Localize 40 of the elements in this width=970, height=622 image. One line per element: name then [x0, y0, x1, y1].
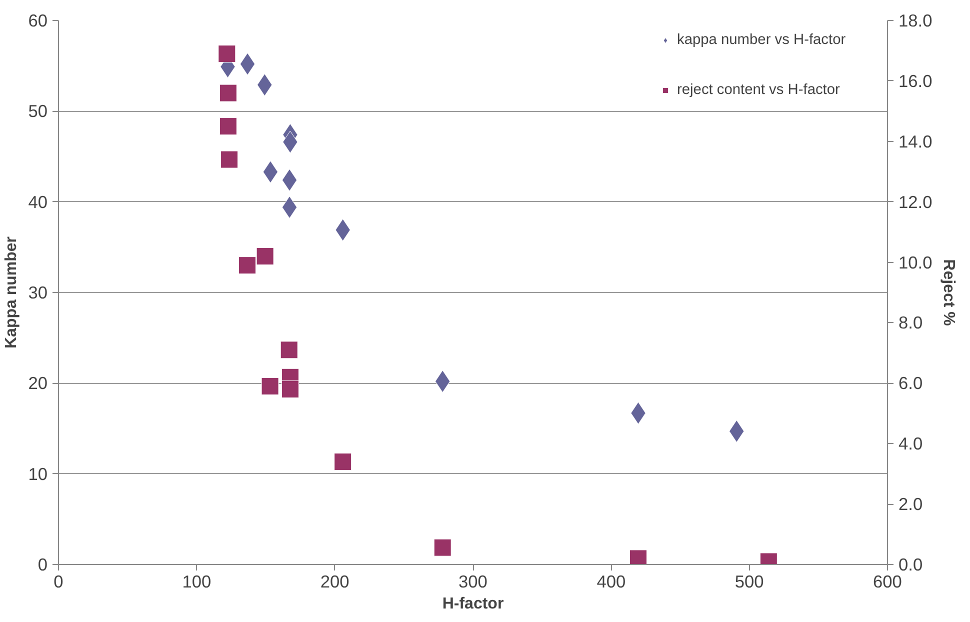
point — [220, 150, 238, 168]
x-tick-label: 300 — [458, 572, 488, 592]
point — [281, 380, 299, 398]
point — [219, 84, 237, 102]
y2-tick-label: 10.0 — [898, 252, 932, 272]
y-tick-label: 10 — [28, 464, 48, 484]
y2-tick-label: 16.0 — [898, 70, 932, 91]
y-tick-label: 60 — [28, 10, 48, 30]
point — [219, 118, 237, 136]
y-tick-label: 50 — [28, 101, 48, 122]
point — [218, 44, 236, 62]
y2-tick-label: 6.0 — [898, 373, 923, 394]
y2-tick-label: 14.0 — [898, 131, 932, 152]
y-tick-label: 40 — [28, 192, 48, 212]
y2-axis-title: Reject % — [940, 259, 958, 326]
point — [256, 247, 274, 265]
y2-tick-label: 2.0 — [898, 494, 923, 514]
x-axis-title: H-factor — [442, 596, 504, 612]
y2-tick-label: 18.0 — [898, 10, 932, 30]
x-tick-label: 0 — [54, 572, 64, 592]
y-tick-label: 20 — [28, 373, 48, 394]
point — [261, 377, 279, 395]
point — [280, 341, 298, 359]
legend-label: reject content vs H-factor — [677, 82, 841, 98]
point — [334, 452, 352, 470]
point — [434, 538, 452, 556]
y2-tick-label: 4.0 — [898, 434, 923, 454]
x-tick-label: 200 — [320, 572, 350, 592]
x-tick-label: 400 — [596, 572, 626, 592]
point — [238, 256, 256, 274]
y2-tick-label: 0.0 — [898, 554, 923, 574]
y-tick-label: 0 — [38, 554, 48, 574]
legend-label: kappa number vs H-factor — [677, 32, 847, 48]
y-tick-label: 30 — [28, 282, 48, 302]
x-tick-label: 500 — [734, 572, 764, 592]
x-tick-label: 100 — [182, 572, 212, 592]
y2-tick-label: 8.0 — [898, 312, 923, 333]
y2-tick-label: 12.0 — [898, 192, 932, 212]
x-tick-label: 600 — [873, 572, 902, 592]
y-axis-title: Kappa number — [3, 236, 20, 349]
